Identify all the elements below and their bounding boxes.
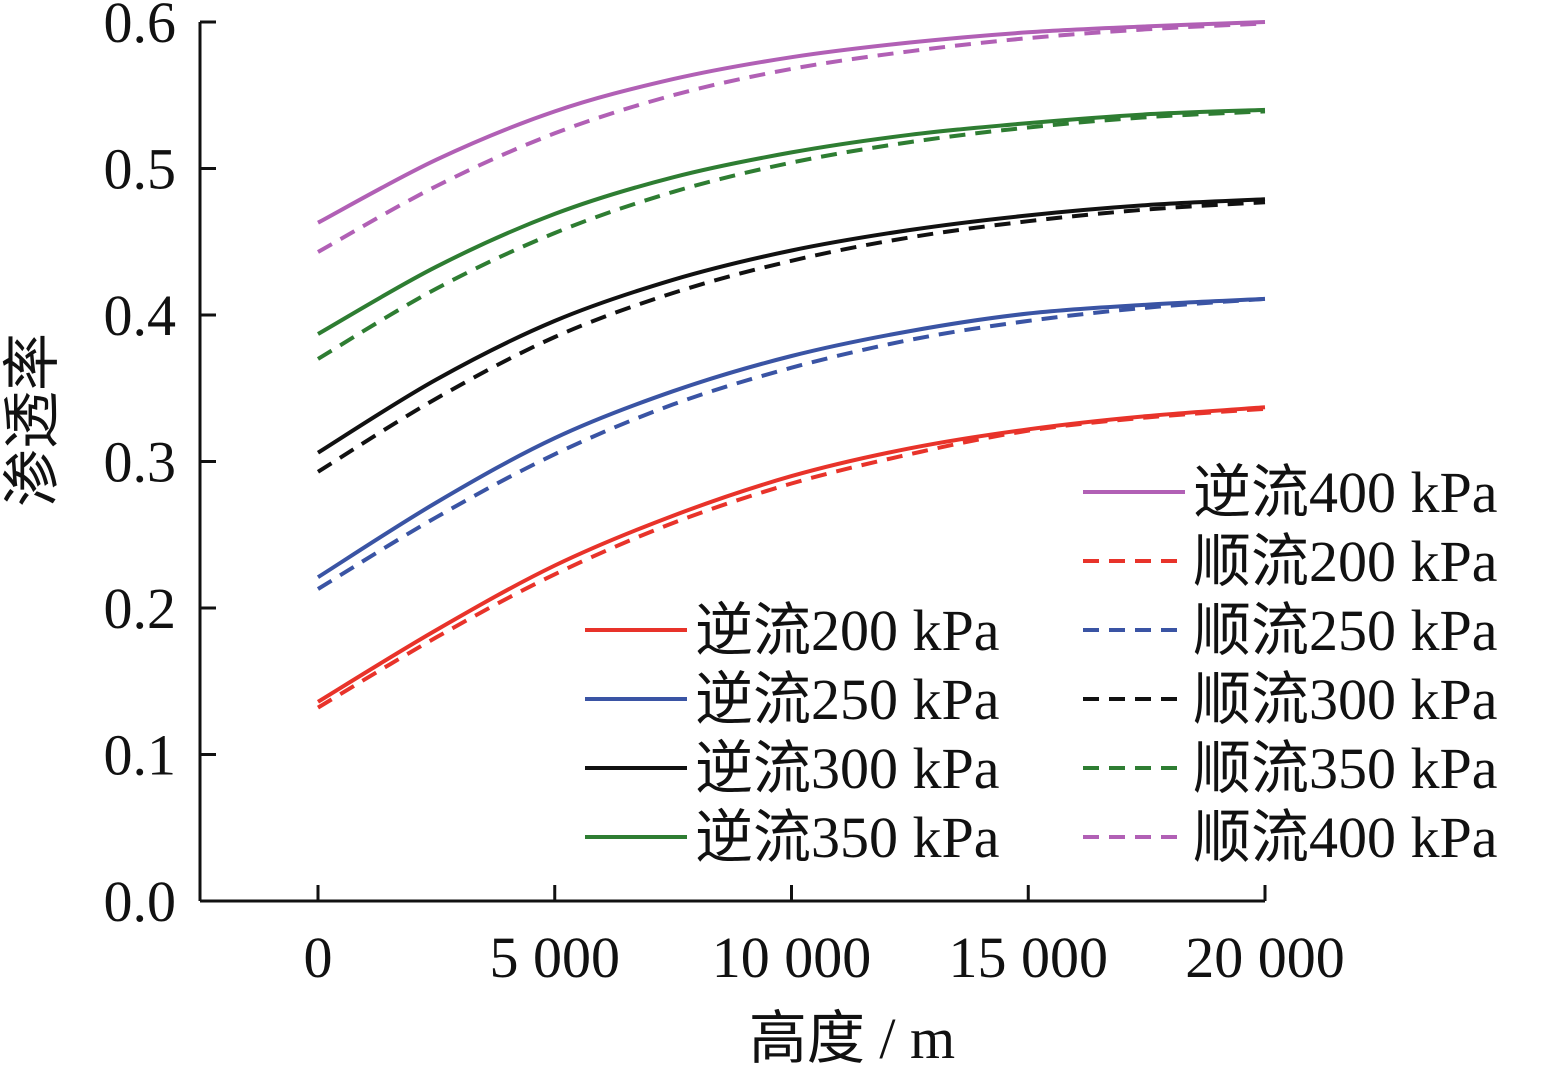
- legend-item: 顺流300 kPa: [1083, 667, 1498, 732]
- y-tick-label: 0.5: [104, 137, 177, 202]
- legend-item: 逆流250 kPa: [585, 667, 1000, 732]
- legend-label: 顺流300 kPa: [1193, 667, 1498, 732]
- legend-label: 逆流200 kPa: [695, 598, 1000, 663]
- series-line-4: [317, 107, 1266, 336]
- y-tick-label: 0.4: [104, 283, 177, 348]
- legend-item: 逆流200 kPa: [585, 598, 1000, 663]
- x-axis-title: 高度 / m: [749, 1006, 955, 1067]
- y-tick-label: 0.1: [104, 723, 177, 788]
- legend-label: 逆流300 kPa: [695, 736, 1000, 801]
- legend-label: 顺流400 kPa: [1193, 805, 1498, 870]
- legend-label: 顺流350 kPa: [1193, 736, 1498, 801]
- series-line-2: [316, 296, 1266, 579]
- legend-item: 顺流400 kPa: [1083, 805, 1498, 870]
- x-tick-label: 5 000: [490, 925, 621, 990]
- legend-label: 顺流200 kPa: [1193, 529, 1498, 594]
- legend-item: 逆流350 kPa: [585, 805, 1000, 870]
- series-line-10: [317, 21, 1266, 254]
- legend-label: 逆流350 kPa: [695, 805, 1000, 870]
- y-tick-label: 0.0: [104, 869, 177, 934]
- legend-label: 逆流400 kPa: [1193, 460, 1498, 525]
- series-line-9: [316, 109, 1266, 361]
- x-tick-label: 20 000: [1185, 925, 1345, 990]
- legend-label: 逆流250 kPa: [695, 667, 1000, 732]
- y-tick-label: 0.2: [104, 576, 177, 641]
- x-tick-label: 15 000: [949, 925, 1109, 990]
- legend-item: 顺流250 kPa: [1083, 598, 1498, 663]
- series-line-6: [316, 406, 1266, 710]
- legend-item: 顺流350 kPa: [1083, 736, 1498, 801]
- legend-label: 顺流250 kPa: [1193, 598, 1498, 663]
- series-line-7: [316, 296, 1266, 591]
- series-line-8: [316, 200, 1266, 474]
- y-tick-label: 0.3: [104, 430, 177, 495]
- series-line-3: [316, 197, 1266, 455]
- y-tick-label: 0.6: [104, 0, 177, 55]
- legend-item: 顺流200 kPa: [1083, 529, 1498, 594]
- series-line-5: [317, 20, 1266, 225]
- x-ticks: 0 5 000 10 000 15 000 20 000: [304, 885, 1345, 990]
- series-layer: [316, 20, 1266, 710]
- x-tick-label: 0: [304, 925, 333, 990]
- legend-item: 逆流300 kPa: [585, 736, 1000, 801]
- y-ticks: 0.0 0.1 0.2 0.3 0.4 0.5 0.6: [104, 0, 216, 934]
- x-tick-label: 10 000: [712, 925, 872, 990]
- y-axis-title: 渗透率: [0, 333, 65, 507]
- legend-item: 逆流400 kPa: [1083, 460, 1498, 525]
